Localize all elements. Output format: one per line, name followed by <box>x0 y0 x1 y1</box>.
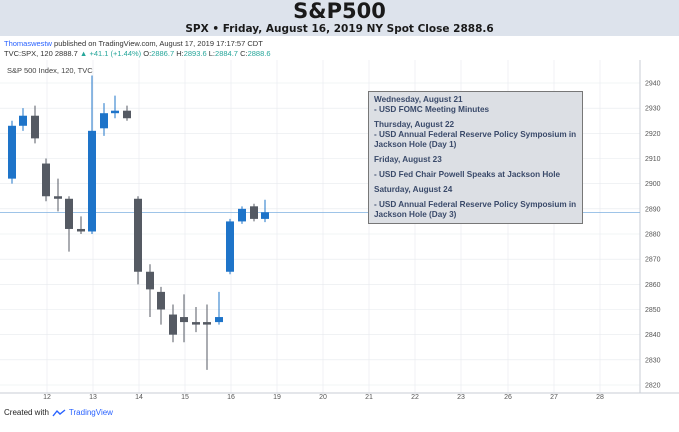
candle-down <box>146 271 154 290</box>
created-with-text: Created with <box>4 408 49 417</box>
price-tick-label: 2840 <box>645 332 661 339</box>
candle-up <box>8 125 16 179</box>
candle-up <box>88 130 96 232</box>
price-tick-label: 2930 <box>645 106 661 113</box>
chart-subtitle: SPX • Friday, August 16, 2019 NY Spot Cl… <box>185 23 494 35</box>
price-tick-label: 2830 <box>645 357 661 364</box>
candle-down <box>31 115 39 139</box>
candle-down <box>77 228 85 232</box>
note-wed-item: - USD FOMC Meeting Minutes <box>374 105 490 114</box>
price-tick-label: 2870 <box>645 257 661 264</box>
time-tick-label: 26 <box>504 394 512 401</box>
candle-down <box>42 163 50 197</box>
author-link[interactable]: Thomaswestw <box>4 39 52 48</box>
time-tick-label: 13 <box>89 394 97 401</box>
time-tick-label: 12 <box>43 394 51 401</box>
publish-line: Thomaswestw published on TradingView.com… <box>4 39 263 48</box>
candle-down <box>123 110 131 119</box>
ohlc-open-value: 2886.7 <box>151 49 175 58</box>
price-axis: 2820 2830 2840 2850 2860 2870 2880 2890 2900 2910… <box>645 81 661 390</box>
candle-up <box>100 113 108 129</box>
note-sat-title: Saturday, August 24 <box>374 185 453 194</box>
candle-down <box>169 314 177 335</box>
tradingview-logo-icon <box>52 408 66 416</box>
candle-up <box>226 221 234 272</box>
note-fri-title: Friday, August 23 <box>374 155 442 164</box>
ohlc-last: 2888.7 <box>54 49 78 58</box>
time-tick-label: 14 <box>135 394 143 401</box>
time-tick-label: 28 <box>596 394 604 401</box>
note-fri-item: - USD Fed Chair Powell Speaks at Jackson… <box>374 170 561 179</box>
chart-banner: S&P500 SPX • Friday, August 16, 2019 NY … <box>0 0 679 36</box>
ohlc-symbol: TVC:SPX, 120 <box>4 49 53 58</box>
time-tick-label: 21 <box>365 394 373 401</box>
candle-up <box>261 212 269 219</box>
price-tick-label: 2920 <box>645 131 661 138</box>
ohlc-high-value: 2893.6 <box>183 49 207 58</box>
candle-down <box>157 291 165 310</box>
candle-up <box>111 110 119 114</box>
time-tick-label: 22 <box>411 394 419 401</box>
price-tick-label: 2860 <box>645 282 661 289</box>
time-tick-label: 15 <box>181 394 189 401</box>
ohlc-low-value: 2884.7 <box>215 49 238 58</box>
candle-up <box>215 317 223 323</box>
ohlc-low-label: L: <box>208 49 216 58</box>
candles <box>8 75 269 370</box>
candle-down <box>134 198 142 272</box>
price-tick-label: 2850 <box>645 307 661 314</box>
publish-text: published on TradingView.com, August 17,… <box>51 39 263 48</box>
footer: Created with TradingView <box>4 408 113 417</box>
candle-up <box>238 208 246 222</box>
candle-down <box>192 322 200 325</box>
events-annotation: Wednesday, August 21 - USD FOMC Meeting … <box>368 91 583 224</box>
price-tick-label: 2900 <box>645 181 661 188</box>
ohlc-close-value: 2888.6 <box>247 49 271 58</box>
note-sat-item: - USD Annual Federal Reserve Policy Symp… <box>374 200 577 219</box>
price-tick-label: 2880 <box>645 232 661 239</box>
ohlc-open-label: O: <box>143 49 152 58</box>
candle-down <box>65 198 73 229</box>
candle-down <box>180 317 188 323</box>
price-tick-label: 2820 <box>645 383 661 390</box>
note-thu-item: - USD Annual Federal Reserve Policy Symp… <box>374 130 577 149</box>
time-tick-label: 20 <box>319 394 327 401</box>
time-axis: 12 13 14 15 16 19 20 21 22 23 26 27 28 <box>43 394 604 401</box>
ohlc-close-label: C: <box>240 49 248 58</box>
chart-legend-title: S&P 500 Index, 120, TVC <box>7 66 93 75</box>
chart-title: S&P500 <box>293 0 386 23</box>
price-tick-label: 2890 <box>645 206 661 213</box>
up-arrow-icon: ▲ <box>79 49 88 58</box>
note-thu-title: Thursday, August 22 <box>374 120 455 129</box>
time-tick-label: 16 <box>227 394 235 401</box>
time-tick-label: 23 <box>457 394 465 401</box>
price-tick-label: 2910 <box>645 156 661 163</box>
time-tick-label: 19 <box>273 394 281 401</box>
ohlc-high-label: H: <box>176 49 184 58</box>
candle-up <box>19 115 27 126</box>
price-tick-label: 2940 <box>645 81 661 88</box>
time-tick-label: 27 <box>550 394 558 401</box>
candle-down <box>203 322 211 325</box>
ohlc-line: TVC:SPX, 120 2888.7 ▲ +41.1 (+1.44%) O:2… <box>4 49 271 58</box>
note-wed-title: Wednesday, August 21 <box>374 95 463 104</box>
candle-down <box>250 206 258 219</box>
candle-down <box>54 196 62 199</box>
ohlc-change: +41.1 (+1.44%) <box>89 49 142 58</box>
tradingview-brand[interactable]: TradingView <box>68 408 113 417</box>
